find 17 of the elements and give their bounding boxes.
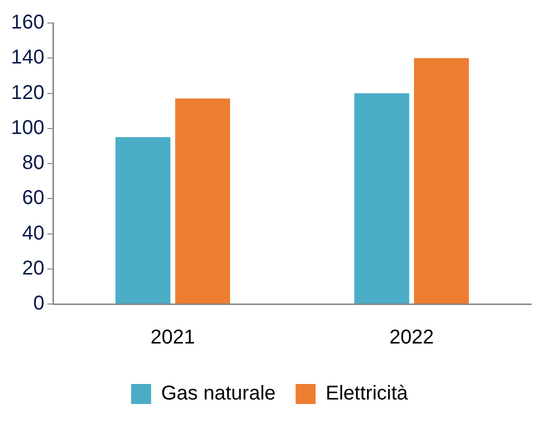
bar bbox=[115, 137, 170, 304]
y-tick-label: 120 bbox=[10, 82, 44, 104]
bar bbox=[354, 93, 410, 304]
y-tick-label: 40 bbox=[22, 222, 44, 244]
bar bbox=[175, 98, 230, 304]
bar bbox=[414, 58, 469, 304]
y-tick-label: 100 bbox=[10, 116, 44, 139]
legend-label: Gas naturale bbox=[161, 382, 276, 405]
legend-label: Elettricità bbox=[326, 382, 409, 405]
y-tick-label: 60 bbox=[22, 187, 44, 210]
y-tick-label: 0 bbox=[33, 292, 44, 315]
y-tick-label: 140 bbox=[10, 46, 44, 69]
x-tick-label: 2021 bbox=[150, 326, 196, 349]
y-tick-label: 160 bbox=[10, 12, 44, 34]
x-tick-label: 2022 bbox=[389, 326, 434, 349]
y-tick-label: 20 bbox=[22, 257, 44, 280]
y-tick-label: 80 bbox=[22, 152, 44, 174]
